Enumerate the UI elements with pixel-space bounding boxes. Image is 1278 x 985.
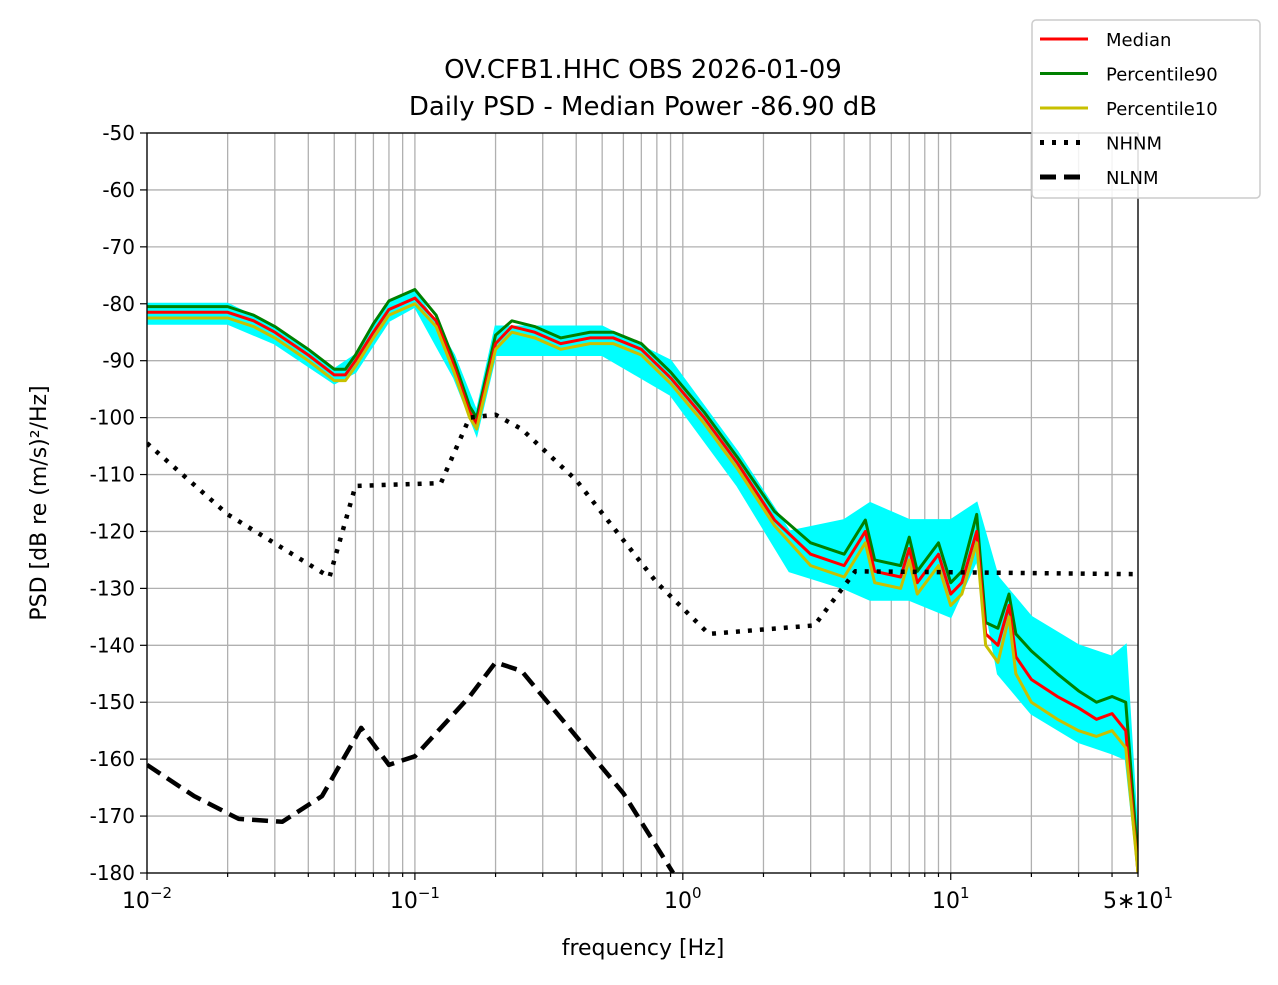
legend-label: Median [1106,30,1171,51]
y-tick-label: -100 [90,406,135,430]
series-line-nhnm [147,412,1138,637]
y-tick-label: -150 [90,690,135,714]
y-axis-label: PSD [dB re (m/s)²/Hz] [27,385,52,620]
legend-label: NLNM [1106,168,1159,189]
series-layer [147,288,1138,873]
series-line-percentile90 [147,288,1138,862]
y-tick-label: -120 [90,519,135,543]
envelope-band [147,288,1138,873]
legend: Median Percentile90 Percentile10 NHNM NLNM [1031,19,1261,199]
y-tick-label: -140 [90,633,135,657]
series-line-median [147,296,1138,873]
x-tick-label: 10−2 [122,884,172,914]
y-tick-label: -130 [90,576,135,600]
x-tick-label: 5∗101 [1103,884,1173,914]
x-tick-label: 100 [664,884,702,914]
plot-frame [146,132,1139,874]
legend-label: Percentile10 [1106,99,1218,120]
y-tick-label: -60 [102,178,135,202]
legend-label: NHNM [1106,134,1162,155]
chart-subtitle: Daily PSD - Median Power -86.90 dB [409,92,877,122]
y-tick-label: -110 [90,463,135,487]
y-tick-label: -80 [102,292,135,316]
legend-label: Percentile90 [1106,65,1218,86]
y-tick-label: -160 [90,747,135,771]
envelope-layer [147,288,1138,873]
y-tick-label: -180 [90,861,135,885]
series-line-nlnm [147,660,676,873]
x-tick-label: 10−1 [390,884,440,914]
y-tick-label: -90 [102,349,135,373]
y-tick-label: -50 [102,121,135,145]
x-tick-label: 101 [932,884,970,914]
axis-ticks: -50 -60 -70 -80 -90 -100 -110 -120 -130 -140 -150 -… [90,121,1173,914]
y-tick-label: -70 [102,235,135,259]
chart-title: OV.CFB1.HHC OBS 2026-01-09 [444,55,842,85]
grid [146,132,1139,874]
y-tick-label: -170 [90,804,135,828]
series-line-percentile10 [147,302,1138,873]
x-axis-label: frequency [Hz] [562,936,725,961]
